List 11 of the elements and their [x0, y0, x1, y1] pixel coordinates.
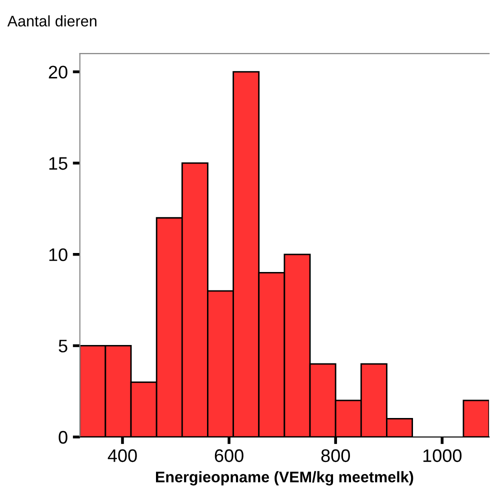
- y-axis-title: Aantal dieren: [7, 15, 96, 27]
- y-tick-label: 0: [58, 430, 68, 444]
- x-tick-label: 600: [214, 449, 244, 462]
- x-tick-label: 400: [108, 449, 137, 462]
- y-tick-label: 5: [58, 340, 68, 352]
- x-axis-title: Energieopname (VEM/kg meetmelk): [156, 471, 414, 486]
- y-tick-label: 20: [48, 66, 68, 79]
- y-tick-label: 10: [49, 248, 68, 262]
- x-tick-label: 800: [321, 449, 350, 462]
- x-tick-label: 1000: [423, 449, 462, 462]
- y-tick-label: 15: [49, 157, 68, 170]
